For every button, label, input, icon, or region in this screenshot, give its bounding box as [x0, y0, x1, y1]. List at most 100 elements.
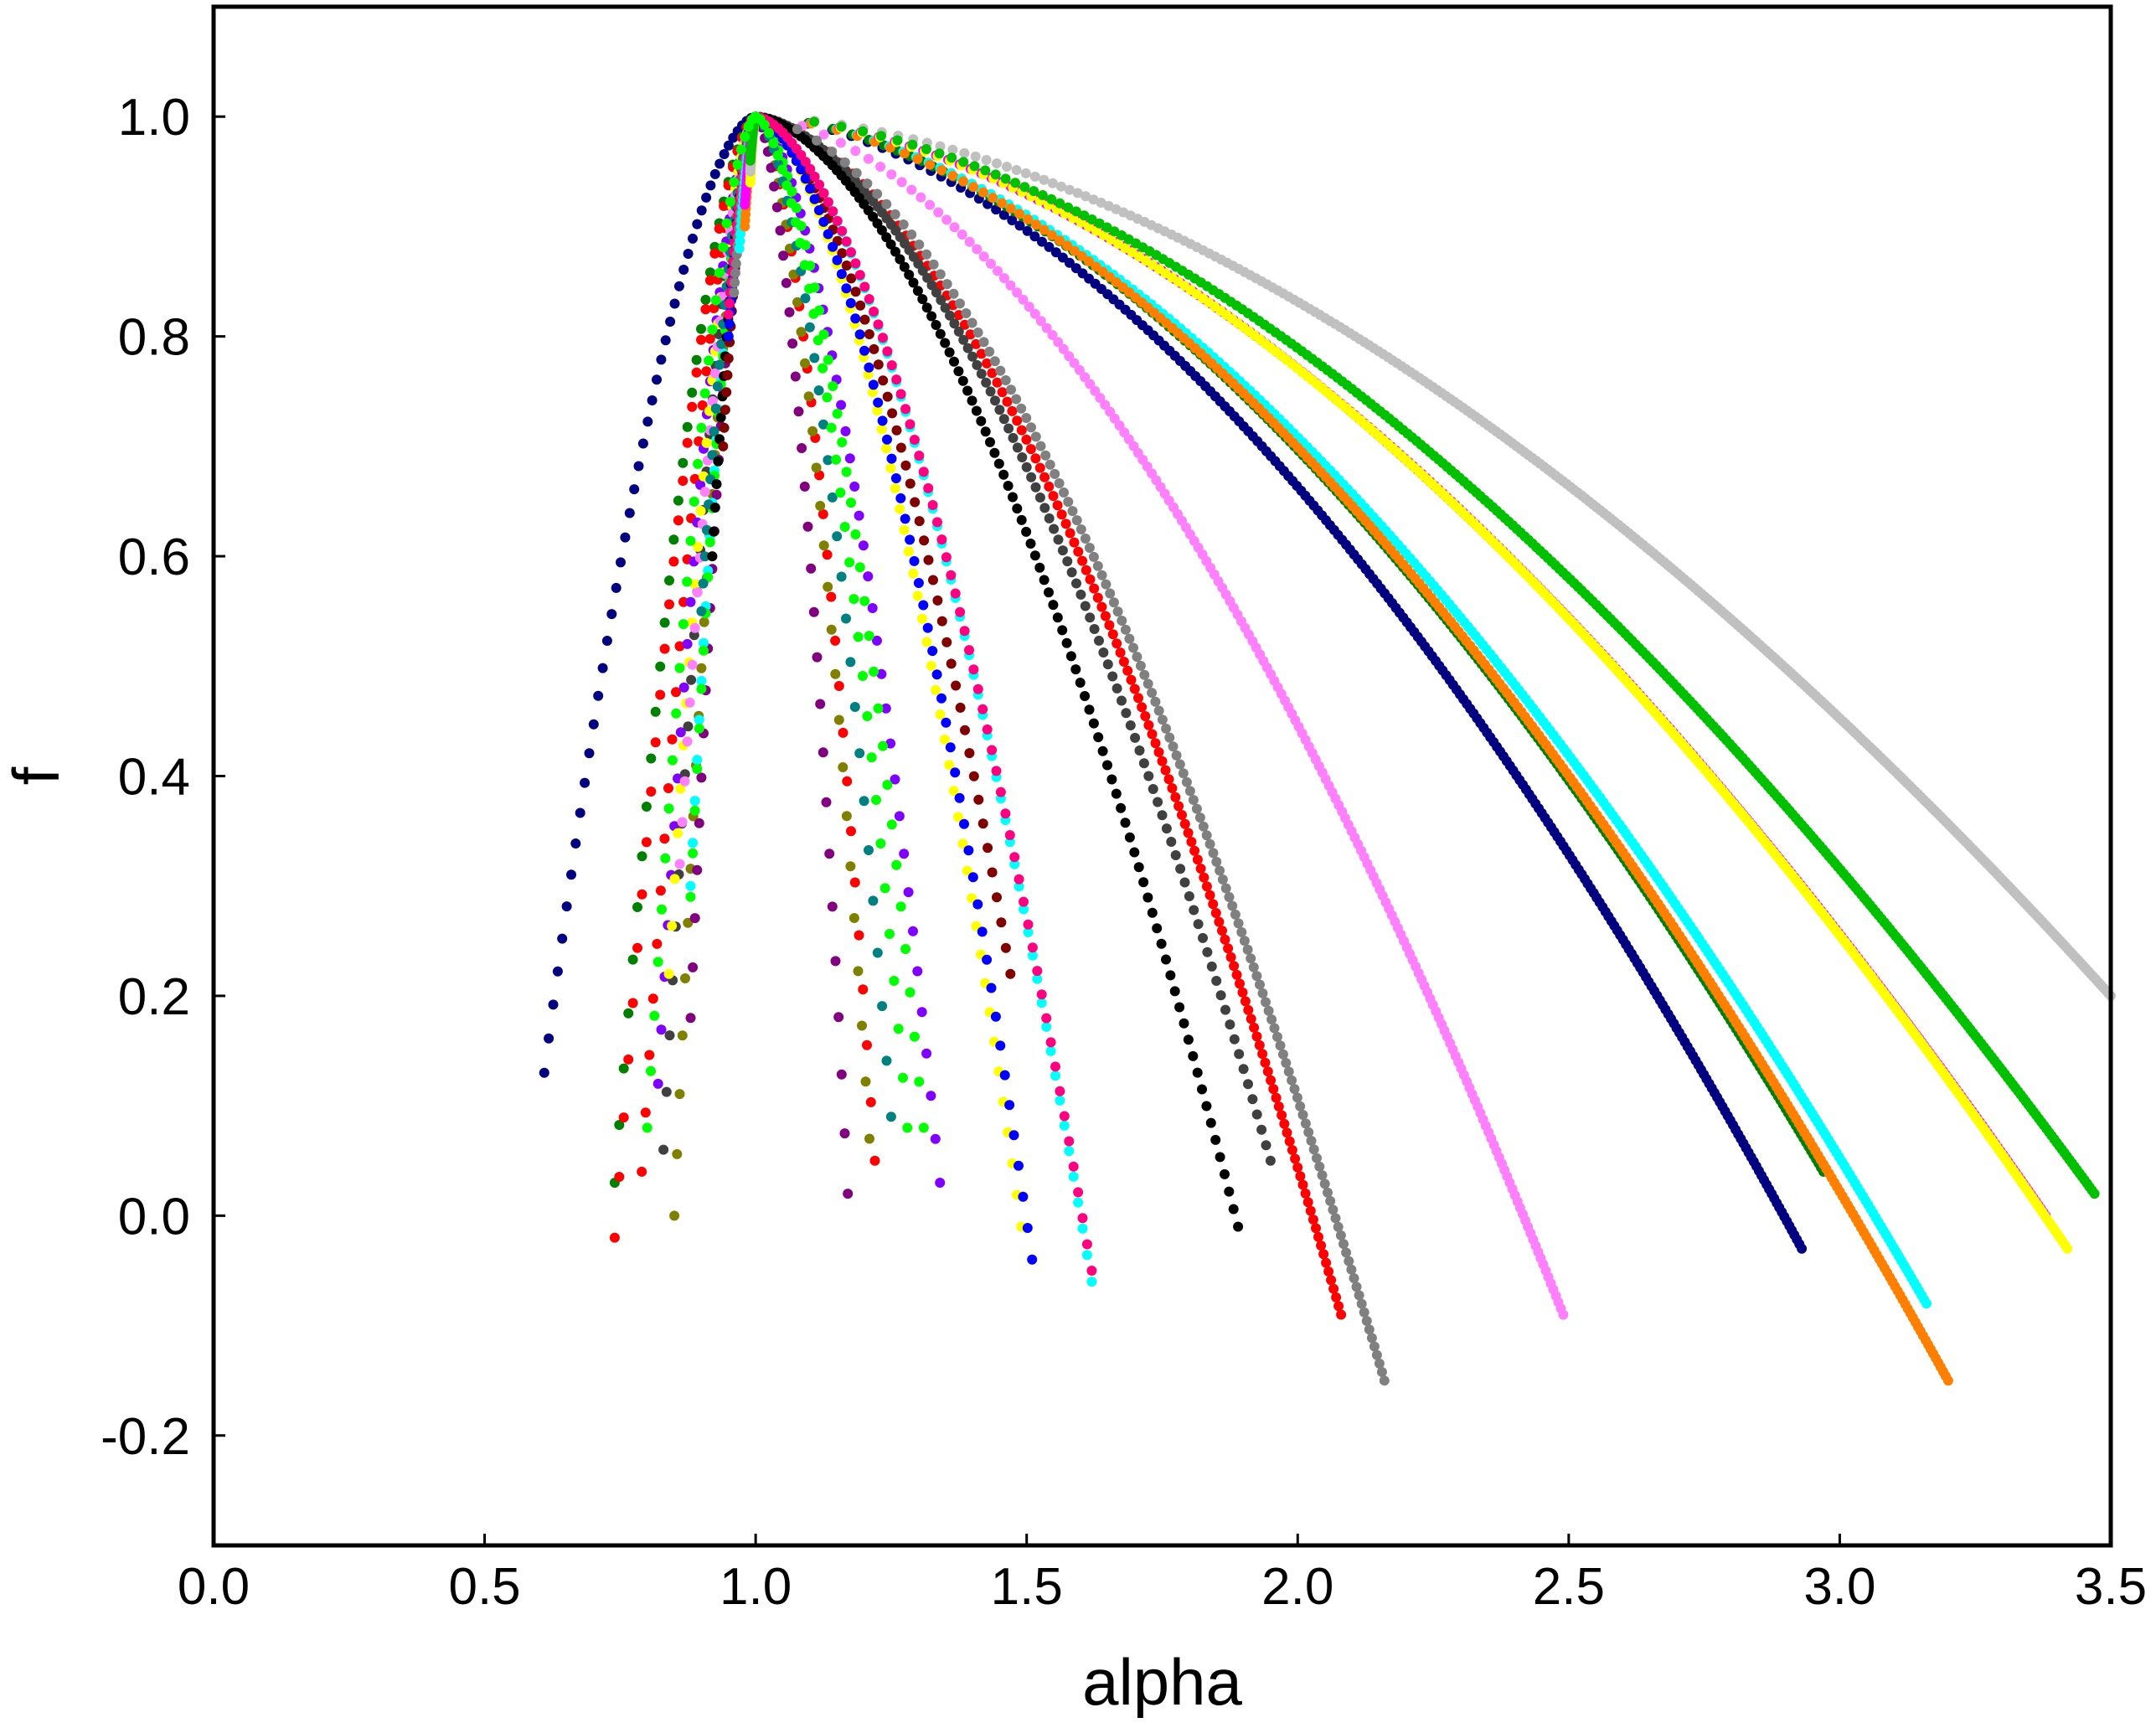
data-point — [1262, 1066, 1273, 1077]
data-point — [680, 973, 690, 983]
data-point — [809, 116, 819, 127]
data-point — [866, 752, 877, 763]
data-point — [1338, 1239, 1349, 1250]
data-point — [998, 273, 1009, 284]
data-point — [1081, 1239, 1092, 1250]
data-point — [890, 473, 901, 483]
data-point — [1093, 732, 1104, 743]
data-point — [1217, 874, 1228, 885]
data-point — [982, 724, 993, 735]
data-point — [846, 247, 856, 258]
data-point — [891, 374, 902, 385]
data-point — [812, 652, 823, 663]
data-point — [976, 415, 987, 426]
data-point — [1035, 441, 1046, 451]
data-point — [735, 144, 746, 155]
data-point — [1282, 1127, 1292, 1138]
data-point — [1004, 830, 1015, 840]
data-point — [828, 381, 838, 391]
data-point — [880, 703, 891, 714]
data-point — [1006, 384, 1016, 395]
data-point — [848, 594, 859, 605]
data-point — [1204, 890, 1215, 900]
data-point — [878, 333, 888, 343]
data-point — [1336, 1309, 1347, 1320]
data-point — [1168, 741, 1179, 752]
data-point — [709, 526, 720, 537]
data-point — [696, 772, 707, 783]
data-point — [1186, 837, 1197, 847]
data-point — [1128, 642, 1138, 653]
data-point — [1012, 287, 1023, 298]
data-point — [704, 333, 715, 344]
data-point — [1097, 266, 1108, 277]
data-point — [1797, 1243, 1808, 1254]
data-point — [614, 1120, 625, 1130]
data-point — [715, 412, 726, 423]
data-point — [692, 764, 703, 775]
data-point — [990, 169, 1001, 180]
data-point — [637, 438, 648, 449]
data-point — [877, 1001, 888, 1012]
data-point — [997, 387, 1008, 398]
data-point — [912, 966, 923, 977]
data-point — [1247, 1094, 1258, 1105]
data-point — [844, 557, 855, 568]
data-point — [745, 155, 756, 166]
data-point — [1044, 587, 1054, 598]
data-point — [1086, 1277, 1097, 1287]
data-point — [872, 635, 882, 646]
data-point — [905, 478, 916, 489]
data-point — [824, 849, 835, 859]
data-point — [1073, 1197, 1084, 1208]
data-point — [644, 1050, 655, 1060]
data-point — [1056, 181, 1066, 192]
data-point — [931, 287, 941, 298]
data-point — [1147, 729, 1158, 740]
data-point — [859, 796, 869, 807]
data-point — [862, 711, 873, 721]
data-point — [1366, 1333, 1377, 1344]
data-point — [955, 606, 966, 617]
data-point — [823, 455, 833, 466]
data-point — [946, 658, 957, 669]
data-point — [898, 219, 909, 230]
data-point — [1021, 526, 1032, 537]
data-point — [944, 760, 955, 771]
data-point — [723, 140, 734, 151]
data-point — [821, 797, 832, 807]
data-point — [995, 787, 1006, 797]
data-point — [682, 421, 693, 432]
data-point — [1152, 923, 1163, 934]
data-point — [822, 392, 833, 403]
data-point — [957, 838, 968, 849]
data-point — [1044, 513, 1055, 524]
data-point — [1124, 832, 1135, 843]
data-point — [809, 353, 820, 364]
data-point — [823, 354, 833, 365]
data-point — [826, 591, 837, 602]
data-point — [869, 1155, 880, 1166]
data-point — [841, 236, 852, 247]
data-point — [1007, 215, 1018, 225]
data-point — [667, 734, 678, 745]
data-point — [1233, 1221, 1244, 1232]
data-point — [1076, 250, 1087, 261]
data-point — [1088, 194, 1099, 205]
data-point — [1018, 1191, 1029, 1202]
data-point — [1248, 962, 1259, 972]
data-point — [1156, 938, 1167, 949]
data-point — [781, 277, 792, 288]
data-point — [986, 983, 997, 993]
data-point — [934, 148, 945, 159]
data-point — [693, 541, 704, 552]
data-point — [1133, 862, 1144, 873]
data-point — [1069, 537, 1080, 548]
data-point — [685, 880, 696, 891]
data-point — [786, 198, 797, 209]
data-point — [917, 294, 928, 305]
data-point — [881, 199, 892, 209]
data-point — [721, 218, 732, 229]
data-point — [1225, 1019, 1235, 1030]
data-point — [1942, 1375, 1953, 1386]
